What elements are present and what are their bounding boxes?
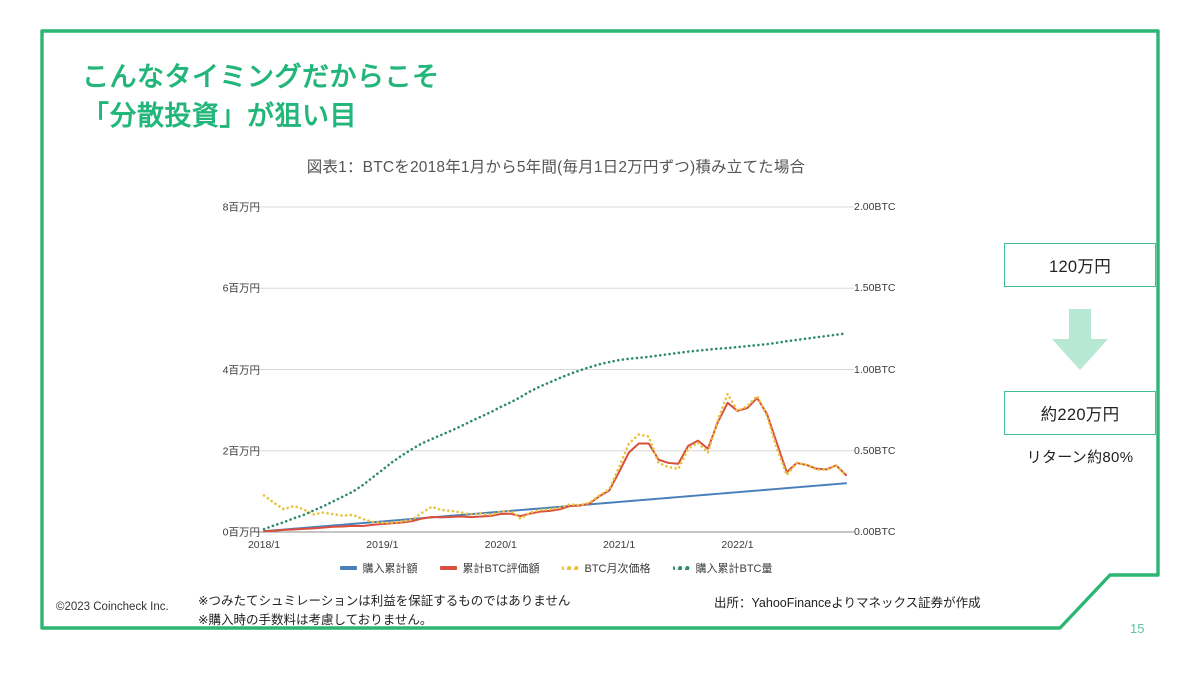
legend-swatch-icon <box>672 566 690 570</box>
series-line-cumulative_btc_value <box>263 396 847 533</box>
y-axis-left-tick: 4百万円 <box>222 364 260 376</box>
legend-swatch-icon <box>439 566 457 570</box>
series-line-cumulative_btc_amount <box>262 332 848 531</box>
source-note: 出所：YahooFinanceよりマネックス証券が作成 <box>714 596 981 610</box>
y-axis-right-tick: 0.50BTC <box>854 444 896 457</box>
y-axis-left-tick: 2百万円 <box>222 445 260 458</box>
legend-swatch-icon <box>339 566 357 570</box>
page-title: こんなタイミングだからこそ 「分散投資」が狙い目 <box>82 62 440 132</box>
return-rate-label: リターン約80% <box>1026 449 1134 466</box>
x-axis-tick: 2021/1 <box>603 539 636 551</box>
disclaimer-note: ※つみたてシュミレーションは利益を保証するものではありません ※購入時の手数料は… <box>198 594 571 628</box>
series-line-btc_monthly_price <box>262 392 848 524</box>
y-axis-left-tick: 0百万円 <box>222 526 260 539</box>
legend-item-btc_monthly_price[interactable]: BTC月次価格 <box>561 560 651 576</box>
chart-title: 図表1：BTCを2018年1月から5年間(毎月1日2万円ずつ)積み立てた場合 <box>306 159 806 176</box>
legend-label: 購入累計BTC量 <box>695 563 773 575</box>
legend-label: 累計BTC評価額 <box>462 563 540 575</box>
legend-swatch-icon <box>561 566 579 570</box>
legend-item-cumulative_investment[interactable]: 購入累計額 <box>339 560 418 576</box>
page-number: 15 <box>1130 621 1145 636</box>
chart-plot: 0百万円 2百万円 4百万円 6百万円 8百万円 0.00BTC 0.50BTC 1.00BT… <box>223 201 896 551</box>
invested-amount-box: 120万円 <box>1004 243 1156 287</box>
x-axis-tick: 2018/1 <box>247 539 281 551</box>
y-axis-right-tick: 1.00BTC <box>854 363 896 376</box>
legend-label: BTC月次価格 <box>584 563 651 575</box>
result-amount-box: 約220万円 <box>1004 391 1156 435</box>
y-axis-left-tick: 6百万円 <box>222 282 260 295</box>
x-axis-tick: 2022/1 <box>721 539 754 551</box>
chart-svg <box>256 206 854 533</box>
y-axis-right-tick: 2.00BTC <box>854 201 896 213</box>
copyright-note: ©2023 Coincheck Inc. <box>56 601 169 613</box>
legend-item-cumulative_btc_value[interactable]: 累計BTC評価額 <box>439 560 540 576</box>
chart-container: 図表1：BTCを2018年1月から5年間(毎月1日2万円ずつ)積み立てた場合 0… <box>196 150 916 590</box>
down-arrow-wrap <box>1004 287 1156 391</box>
summary-panel: 120万円 約220万円 リターン約80% <box>1004 243 1156 467</box>
x-axis-tick: 2019/1 <box>366 539 399 551</box>
legend-item-cumulative_btc_amount[interactable]: 購入累計BTC量 <box>672 560 773 576</box>
legend-label: 購入累計額 <box>362 563 418 575</box>
chart-legend: 購入累計額 累計BTC評価額 BTC月次価格 購入累計BTC量 <box>196 560 916 576</box>
y-axis-right-tick: 1.50BTC <box>854 282 896 295</box>
down-arrow-icon <box>1052 309 1108 370</box>
y-axis-right-tick: 0.00BTC <box>854 526 896 538</box>
y-axis-left-tick: 8百万円 <box>222 201 260 214</box>
x-axis-tick: 2020/1 <box>484 539 517 551</box>
